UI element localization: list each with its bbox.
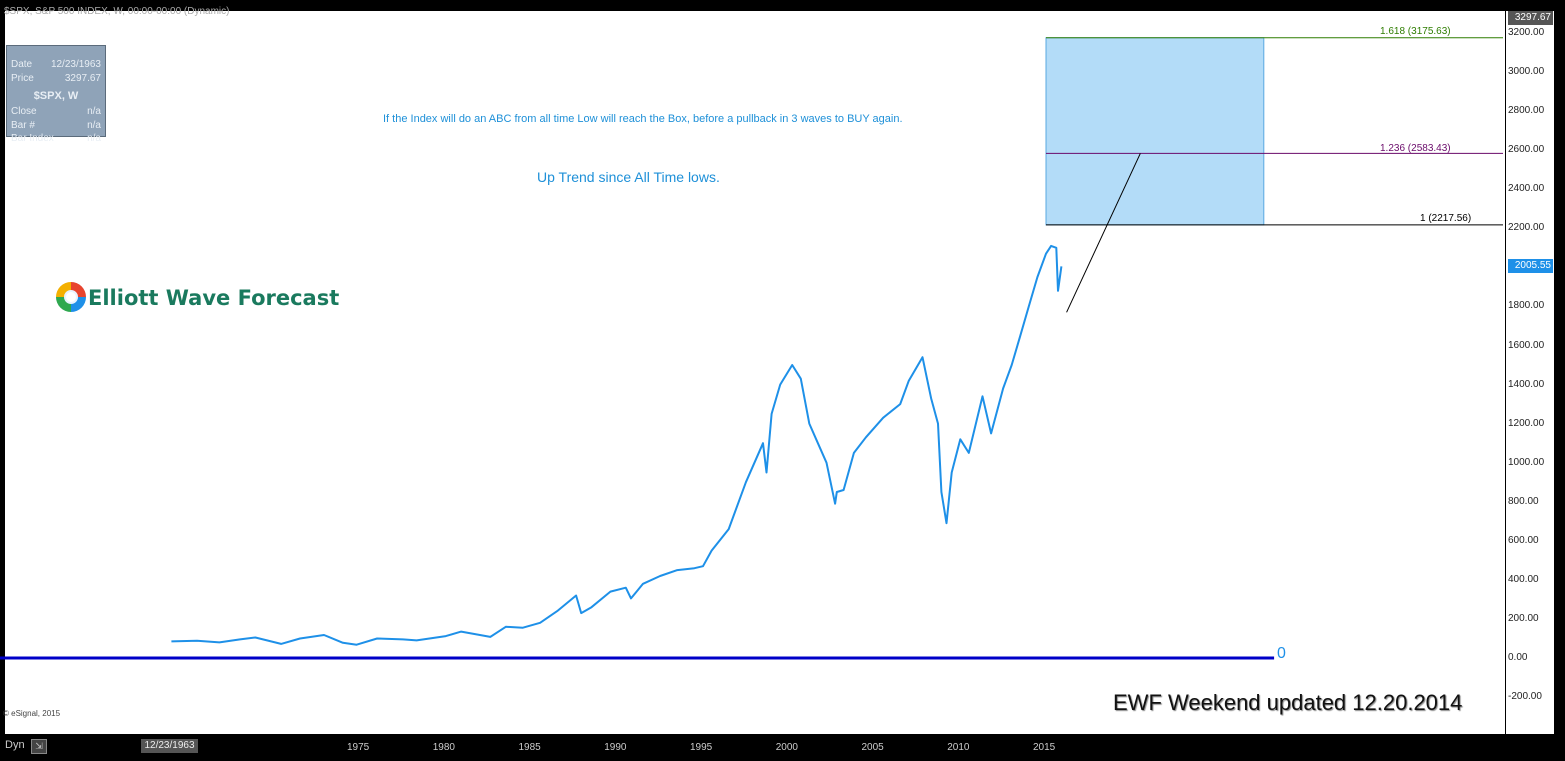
dynamic-mode-label[interactable]: Dyn — [5, 739, 25, 751]
bar-label: Bar # — [11, 120, 35, 131]
x-tick-label: 2010 — [947, 742, 970, 753]
date-label: Date — [11, 59, 33, 70]
x-tick-label: 1985 — [518, 742, 541, 753]
time-axis[interactable] — [0, 736, 1565, 761]
y-tick-label: 3000.00 — [1508, 66, 1545, 78]
y-tick-label: 200.00 — [1508, 612, 1539, 624]
price-axis[interactable] — [1505, 11, 1554, 734]
zero-marker: 0 — [1277, 645, 1286, 662]
chart-header: $SPX, S&P 500 INDEX, W, 00:00-00:00 (Dyn… — [4, 6, 230, 17]
x-tick-label: 1990 — [604, 742, 627, 753]
update-watermark: EWF Weekend updated 12.20.2014 — [1113, 690, 1463, 715]
fib-target-box — [1045, 37, 1265, 226]
x-tick-label: 2000 — [775, 742, 798, 753]
symbol-label: $SPX, W — [33, 90, 79, 102]
copyright: © eSignal, 2015 — [3, 709, 61, 718]
y-tick-label: 2200.00 — [1508, 222, 1545, 234]
ewf-swirl-icon — [56, 282, 86, 312]
logo-text: Elliott Wave Forecast — [88, 286, 340, 310]
x-tick-label: 2005 — [861, 742, 884, 753]
fib-1236-label: 1.236 (2583.43) — [1380, 143, 1451, 154]
price-label: Price — [11, 73, 34, 84]
x-tick-label: 1995 — [690, 742, 713, 753]
y-tick-label: 1400.00 — [1508, 378, 1545, 390]
scale-toggle-icon[interactable]: ⇲ — [31, 739, 47, 754]
y-tick-label: 2600.00 — [1508, 144, 1545, 156]
fib-1618-label: 1.618 (3175.63) — [1380, 26, 1451, 37]
bar-index-label: Bar Index — [11, 133, 54, 144]
y-tick-label: 1200.00 — [1508, 417, 1545, 429]
y-tick-label: -200.00 — [1508, 691, 1542, 703]
data-window: Date 12/23/1963 Price 3297.67 $SPX, W Clos… — [6, 45, 106, 144]
y-tick-label: 1800.00 — [1508, 300, 1545, 312]
x-tick-label: 1975 — [347, 742, 370, 753]
trend-annotation: Up Trend since All Time lows. — [537, 169, 720, 185]
y-tick-label: 1000.00 — [1508, 456, 1545, 468]
price-value: 3297.67 — [64, 73, 101, 84]
y-tick-label: 3200.00 — [1508, 27, 1545, 38]
y-tick-label: 2800.00 — [1508, 105, 1545, 117]
y-tick-label: 2400.00 — [1508, 183, 1545, 195]
cursor-date-label: 12/23/1963 — [141, 739, 198, 753]
bar-index-value: n/a — [87, 133, 101, 144]
last-price-label: 2005.55 — [1508, 259, 1553, 274]
projection-line — [1066, 153, 1141, 313]
x-tick-label: 2015 — [1033, 742, 1056, 753]
price-series-line — [171, 244, 1063, 646]
y-tick-label: 600.00 — [1508, 534, 1539, 546]
x-tick-label: 1980 — [432, 742, 455, 753]
close-value: n/a — [87, 106, 101, 117]
close-label: Close — [11, 106, 37, 117]
y-tick-label: 0.00 — [1508, 652, 1528, 663]
fib-1-label: 1 (2217.56) — [1420, 213, 1472, 224]
bar-value: n/a — [87, 120, 101, 131]
top-price-label: 3297.67 — [1508, 11, 1553, 25]
y-tick-label: 800.00 — [1508, 495, 1539, 507]
abc-annotation: If the Index will do an ABC from all tim… — [383, 113, 903, 125]
y-tick-label: 400.00 — [1508, 573, 1539, 585]
date-value: 12/23/1963 — [50, 59, 101, 70]
y-tick-label: 1600.00 — [1508, 339, 1545, 351]
